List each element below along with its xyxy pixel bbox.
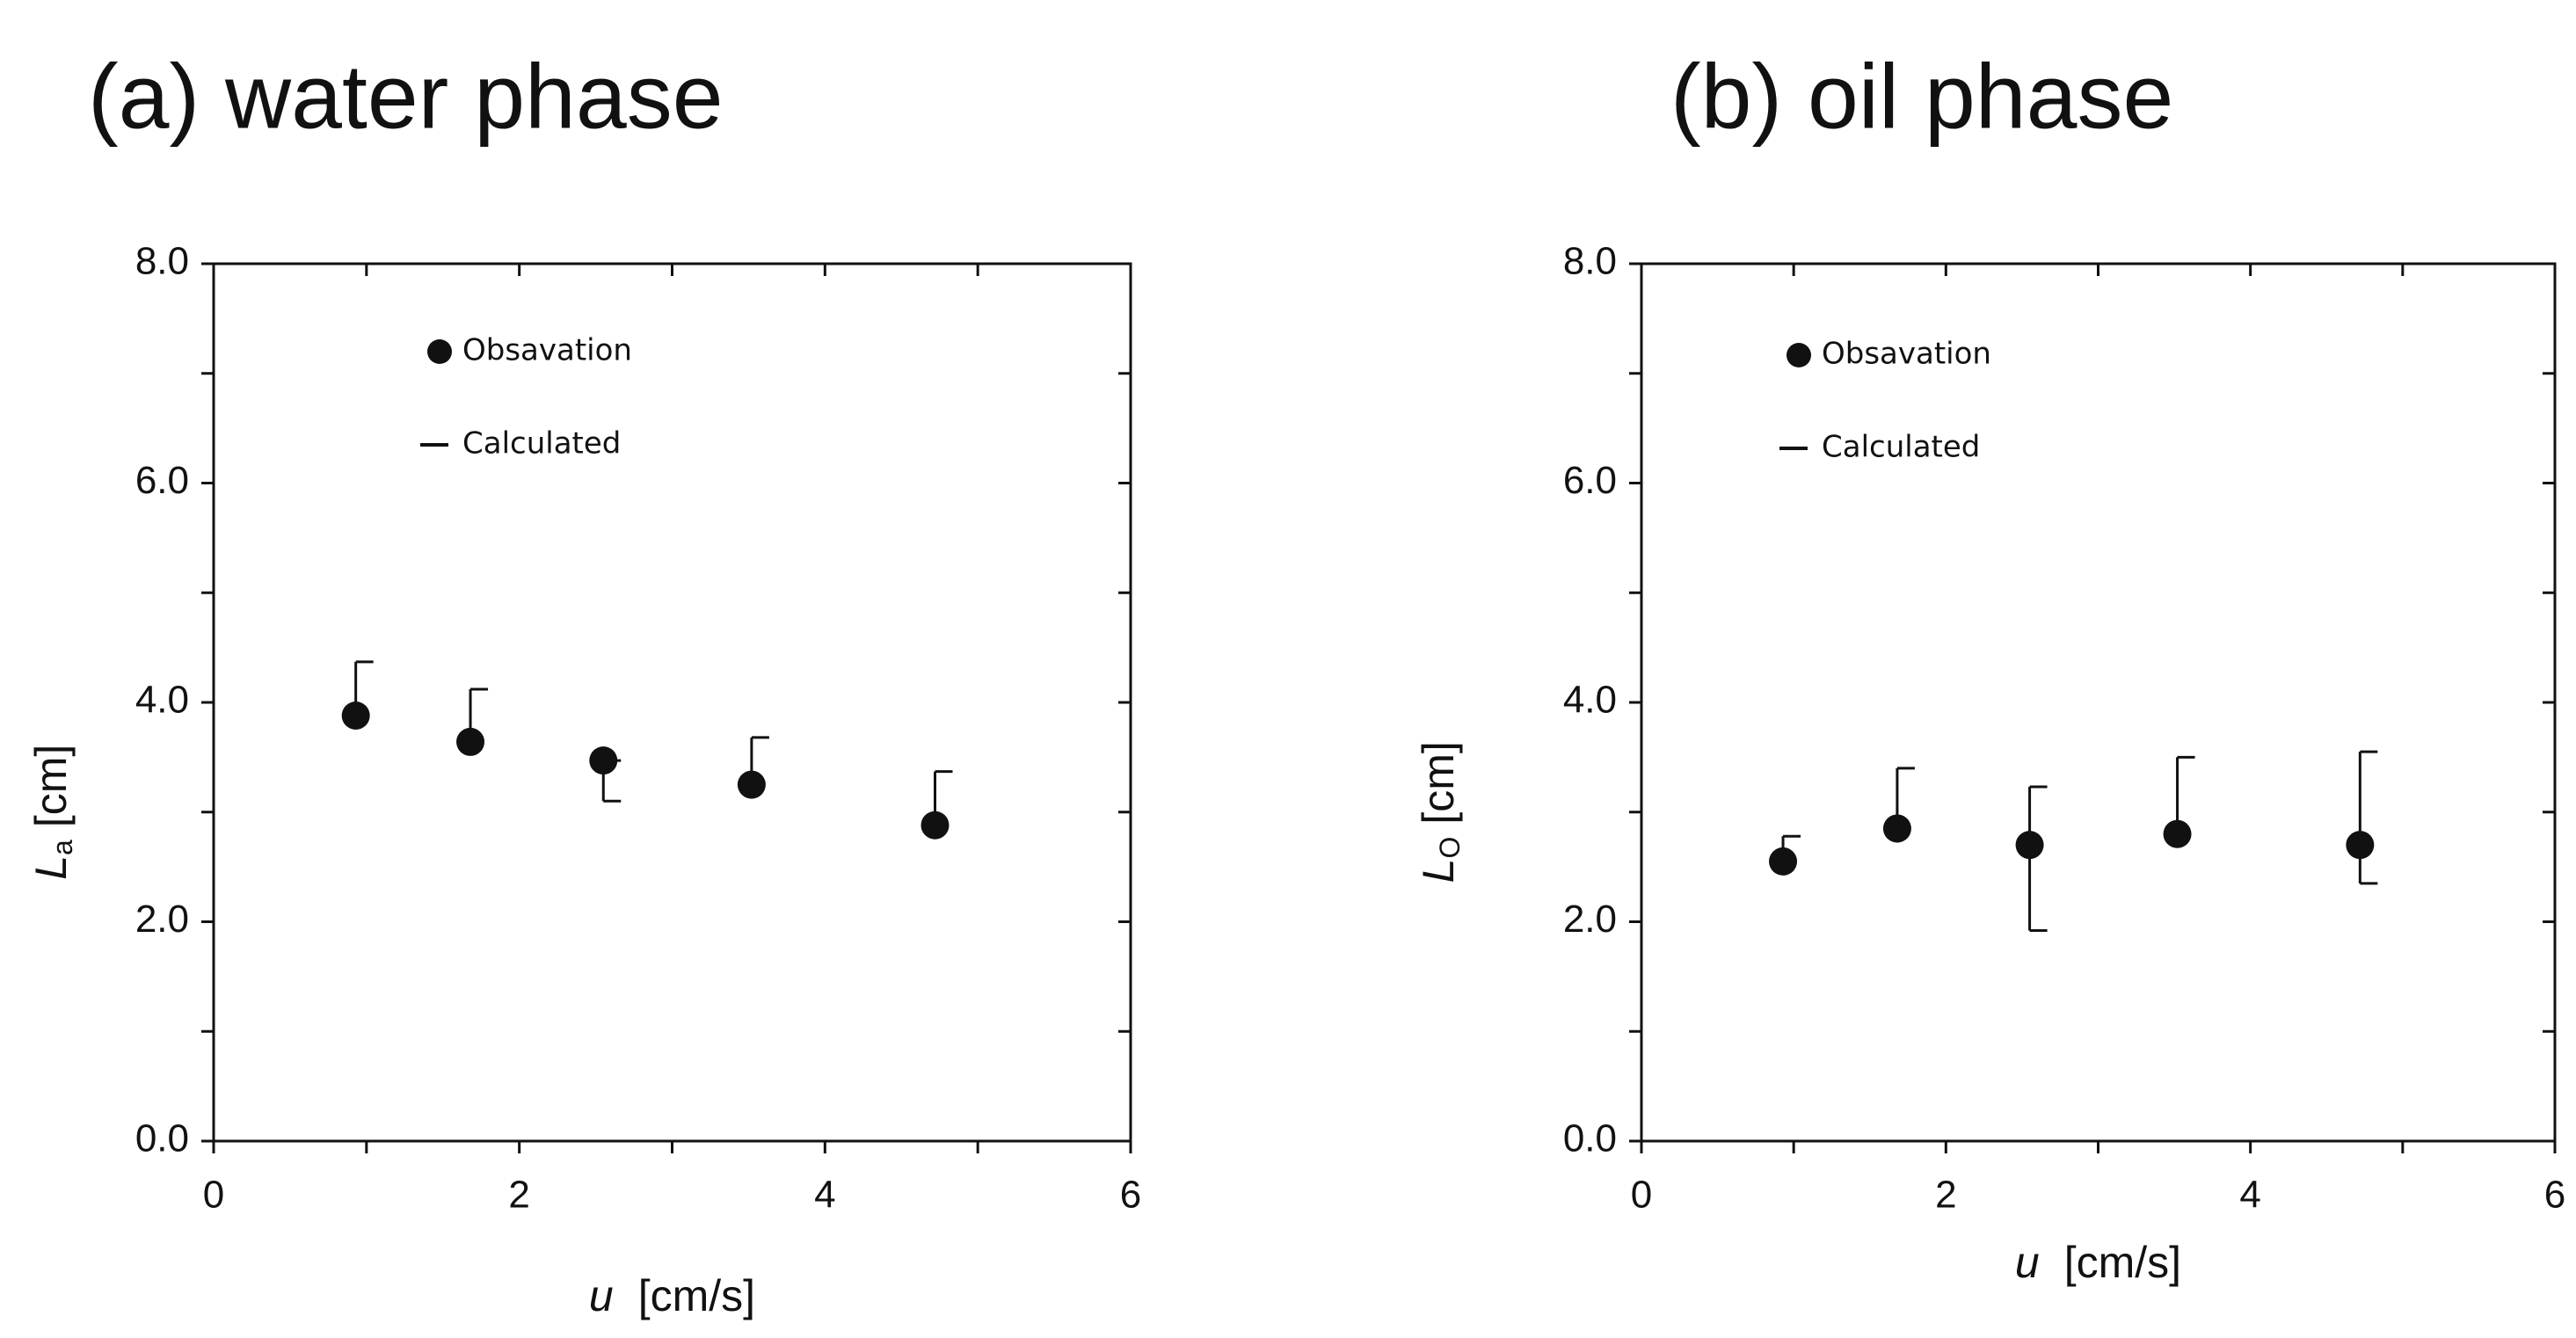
- x-axis-label: u [cm/s]: [2015, 1238, 2181, 1287]
- y-tick-label: 8.0: [135, 240, 189, 283]
- y-axis-label: LO [cm]: [1414, 741, 1466, 883]
- x-axis-label: u [cm/s]: [589, 1271, 755, 1320]
- x-tick-label: 2: [1935, 1174, 1956, 1217]
- plot-frame: [1640, 262, 2557, 1143]
- observation-point: [2163, 819, 2192, 848]
- y-axis-subscript: a: [47, 840, 78, 855]
- observation-point: [2015, 831, 2044, 860]
- x-axis-variable: u: [589, 1271, 614, 1320]
- x-tick-label: 2: [508, 1174, 529, 1217]
- x-tick-label: 6: [1120, 1174, 1141, 1217]
- x-axis-unit: [cm/s]: [2064, 1238, 2181, 1287]
- y-tick-label: 0.0: [1563, 1117, 1617, 1160]
- y-tick-label: 2.0: [135, 898, 189, 941]
- y-tick-label: 2.0: [1563, 898, 1617, 941]
- x-axis-variable: u: [2015, 1238, 2040, 1287]
- y-tick-label: 4.0: [1563, 679, 1617, 722]
- y-tick-label: 6.0: [135, 459, 189, 502]
- legend-observation-label: Obsavation: [462, 333, 632, 368]
- y-tick-label: 0.0: [135, 1117, 189, 1160]
- panel-b-oil-phase: (b) oil phase 0.0 2.0 4.0 6.0 8.0 0 2 4 6 u [cm/s] L…: [1414, 46, 2565, 1287]
- observation-point: [2346, 831, 2375, 860]
- observation-point: [921, 811, 950, 840]
- x-tick-label: 0: [203, 1174, 224, 1217]
- observation-point: [456, 727, 485, 756]
- legend-observation-marker: [1786, 343, 1811, 367]
- legend-calculated-label: Calculated: [462, 426, 621, 462]
- y-axis-variable: L: [26, 855, 76, 880]
- x-tick-label: 6: [2544, 1174, 2565, 1217]
- chart-title: (a) water phase: [88, 46, 724, 148]
- y-axis-unit: [cm]: [1414, 741, 1463, 824]
- y-tick-label: 8.0: [1563, 240, 1617, 283]
- x-tick-label: 0: [1631, 1174, 1652, 1217]
- y-axis-subscript: O: [1434, 837, 1466, 859]
- y-axis-unit: [cm]: [26, 745, 76, 827]
- legend-observation-label: Obsavation: [1822, 337, 1991, 372]
- legend-calculated-label: Calculated: [1822, 430, 1980, 465]
- x-tick-label: 4: [2239, 1174, 2260, 1217]
- x-tick-label: 4: [814, 1174, 835, 1217]
- y-tick-label: 6.0: [1563, 459, 1617, 502]
- chart-title: (b) oil phase: [1670, 46, 2173, 148]
- y-axis-variable: L: [1414, 859, 1463, 884]
- observation-point: [1882, 814, 1911, 843]
- legend-observation-marker: [427, 339, 452, 364]
- y-tick-label: 4.0: [135, 679, 189, 722]
- x-axis-unit: [cm/s]: [638, 1271, 755, 1320]
- observation-point: [589, 746, 618, 775]
- y-axis-label: La [cm]: [26, 745, 78, 880]
- panel-a-water-phase: (a) water phase 0.0 2.0 4.0 6.0 8.0 0 2 4 6 u [cm/s…: [26, 46, 1141, 1320]
- observation-point: [737, 770, 766, 799]
- observation-point: [1769, 847, 1798, 876]
- observation-point: [341, 701, 370, 730]
